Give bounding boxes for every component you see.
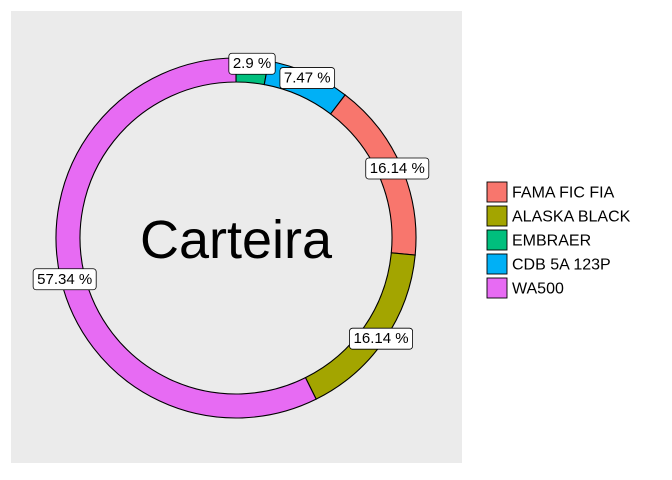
legend-label-wa500: WA500 [512,281,564,298]
legend-key-fama-fic-fia [486,181,508,203]
data-label-embraer: 2.9 % [233,55,271,72]
legend-label-fama-fic-fia: FAMA FIC FIA [512,185,615,202]
legend-key-alaska-black [486,205,508,227]
data-label-box-alaska-black [349,327,413,350]
legend-key-embraer [486,229,508,251]
legend-label-embraer: EMBRAER [512,233,591,250]
legend-key-wa500 [486,277,508,299]
data-label-box-wa500 [32,268,97,291]
legend-label-alaska-black: ALASKA BLACK [512,209,631,226]
data-label-fama-fic-fia: 16.14 % [370,160,425,177]
legend: FAMA FIC FIA ALASKA BLACK EMBRAER CDB 5A 12… [486,181,631,299]
data-label-wa500: 57.34 % [37,271,92,288]
data-label-alaska-black: 16.14 % [354,330,409,347]
data-label-cdb-5a-123p: 7.47 % [284,70,331,87]
plot-panel [11,11,462,463]
data-label-box-fama-fic-fia [365,157,430,180]
legend-label-cdb-5a-123p: CDB 5A 123P [512,257,611,274]
legend-key-cdb-5a-123p [486,253,508,275]
data-label-box-embraer [228,52,276,75]
slice-labels: 2.9 % 7.47 % 16.14 % 16.14 % 57.34 % [32,52,430,350]
data-label-box-cdb-5a-123p [279,67,336,89]
center-label: Carteira [140,210,333,270]
